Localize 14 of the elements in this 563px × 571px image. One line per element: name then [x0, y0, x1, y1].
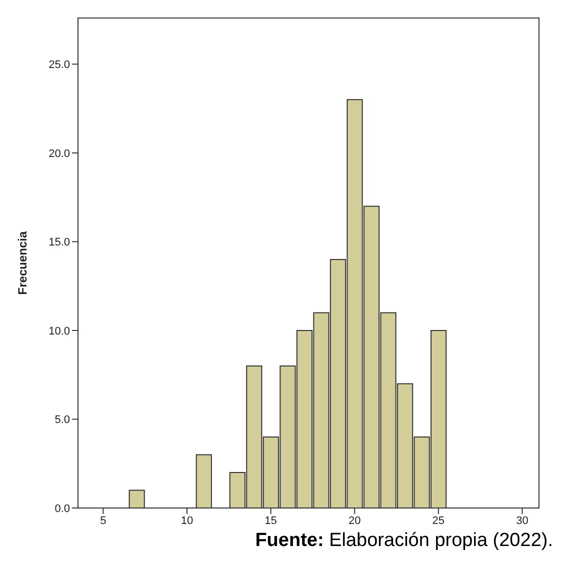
- y-tick-label: 25.0: [48, 59, 70, 72]
- y-tick-label: 5.0: [54, 414, 70, 426]
- y-tick-label: 15.0: [48, 236, 70, 249]
- y-tick-label: 0.0: [54, 502, 70, 515]
- y-axis-title: Frecuencia: [15, 231, 30, 295]
- x-tick-label: 5: [100, 514, 106, 527]
- x-tick-label: 20: [348, 514, 361, 527]
- y-tick-label: 20.0: [48, 148, 70, 160]
- x-tick-label: 10: [180, 514, 194, 527]
- x-tick-label: 25: [432, 514, 445, 527]
- x-tick-label: 15: [264, 514, 277, 527]
- source-note: Fuente: Elaboración propia (2022).: [254, 530, 553, 552]
- x-tick-label: 30: [516, 514, 528, 527]
- y-tick-label: 10.0: [48, 325, 70, 338]
